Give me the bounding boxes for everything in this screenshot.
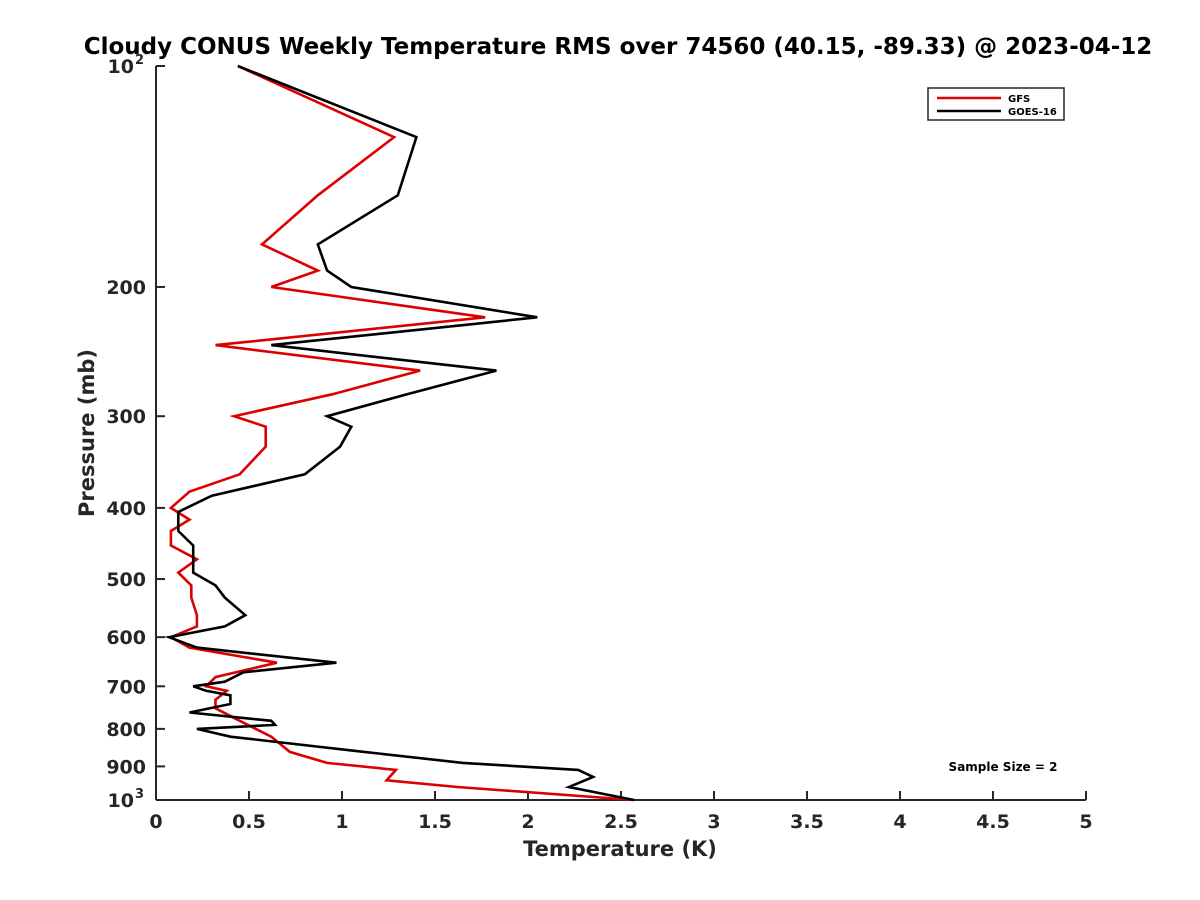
x-tick-label: 4.5	[976, 811, 1010, 833]
x-tick-label: 0	[149, 811, 162, 833]
x-tick-label: 1	[335, 811, 348, 833]
plot-axes: 0 0.5 1 1.5 2 2.5 3 3.5 4 4.5 510 22003004005006007…	[106, 53, 1092, 833]
y-tick-label: 800	[106, 719, 146, 741]
y-axis-label: Pressure (mb)	[75, 349, 99, 517]
x-tick-label: 4	[893, 811, 906, 833]
series-line-gfs	[167, 64, 635, 802]
x-tick-label: 2.5	[604, 811, 638, 833]
y-tick-label: 600	[106, 627, 146, 649]
y-tick-exponent: 3	[135, 787, 144, 802]
y-tick-label: 900	[106, 756, 146, 778]
y-tick-label: 10	[108, 790, 134, 812]
y-tick-label: 400	[106, 498, 146, 520]
x-tick-label: 2	[521, 811, 534, 833]
legend-label: GFS	[1008, 94, 1030, 105]
y-tick-label: 10	[108, 56, 134, 78]
x-tick-label: 3	[707, 811, 720, 833]
legend: GFS GOES-16	[927, 87, 1065, 121]
y-tick-label: 200	[106, 277, 146, 299]
series-layer	[164, 64, 635, 802]
chart-title: Cloudy CONUS Weekly Temperature RMS over…	[84, 34, 1153, 60]
x-axis-label: Temperature (K)	[523, 837, 717, 861]
x-tick-label: 5	[1079, 811, 1092, 833]
y-tick-label: 500	[106, 569, 146, 591]
sample-size-annotation: Sample Size = 2	[949, 760, 1058, 774]
series-line-goes-16	[164, 64, 635, 802]
legend-box	[927, 87, 1065, 121]
legend-label: GOES-16	[1008, 107, 1057, 118]
x-tick-label: 1.5	[418, 811, 452, 833]
x-tick-label: 3.5	[790, 811, 824, 833]
x-tick-label: 0.5	[232, 811, 266, 833]
y-tick-label: 700	[106, 676, 146, 698]
y-tick-exponent: 2	[135, 53, 144, 68]
y-tick-label: 300	[106, 406, 146, 428]
